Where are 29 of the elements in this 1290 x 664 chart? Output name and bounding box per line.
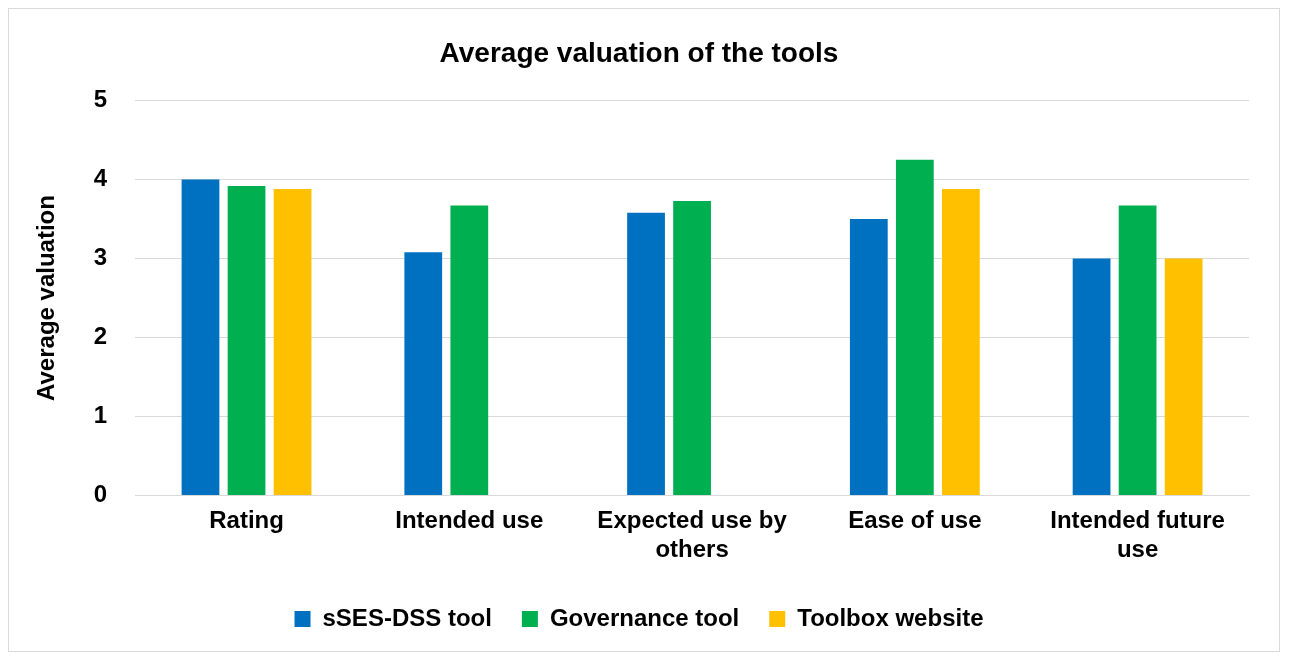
legend-label: sSES-DSS tool	[322, 603, 492, 631]
y-tick-label: 4	[93, 164, 108, 192]
x-tick-label: Ease of use	[848, 506, 982, 534]
bar	[627, 212, 665, 495]
x-tick-label: Intended future use	[1050, 506, 1225, 563]
bar	[942, 189, 980, 495]
legend-label: Toolbox website	[797, 603, 984, 631]
y-axis-title: Average valuation	[32, 195, 60, 401]
x-tick-label: Intended use	[395, 506, 544, 534]
x-tick-label: Expected use by others	[597, 506, 788, 563]
y-tick-label: 3	[93, 243, 108, 271]
bar	[849, 219, 888, 495]
bar	[181, 179, 220, 495]
y-tick-label: 5	[93, 85, 108, 113]
bar	[227, 185, 266, 495]
y-tick-label: 1	[93, 401, 108, 429]
x-tick-label: Rating	[209, 506, 284, 534]
chart-title: Average valuation of the tools	[439, 36, 839, 68]
y-tick-label: 0	[93, 480, 108, 508]
bar	[1164, 258, 1203, 495]
bar	[895, 159, 934, 495]
bar	[1072, 258, 1111, 495]
bar	[1118, 205, 1157, 495]
bar	[450, 205, 489, 495]
bar	[673, 200, 711, 495]
y-tick-label: 2	[93, 322, 108, 350]
bar	[273, 189, 312, 495]
legend-label: Governance tool	[549, 603, 740, 631]
bar	[404, 252, 443, 495]
